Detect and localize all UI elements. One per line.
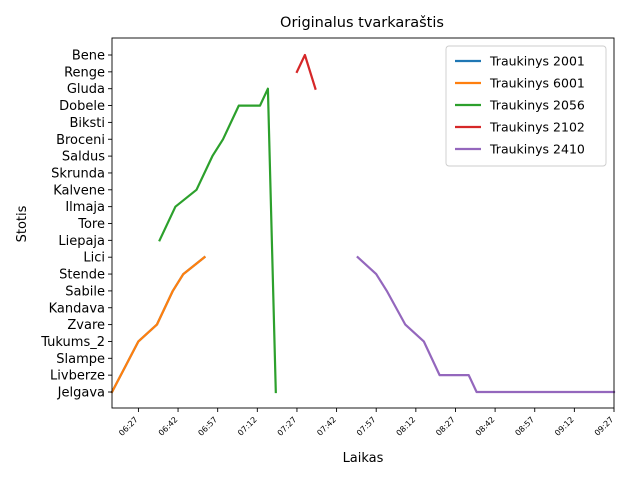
y-axis-title: Stotis [15, 205, 30, 242]
y-tick-label: Kandava [49, 301, 105, 316]
y-tick-label: Liepaja [58, 234, 105, 249]
y-tick-label: Tore [77, 217, 105, 232]
y-tick-label: Biksti [69, 116, 105, 131]
y-tick-label: Lici [83, 251, 105, 266]
y-tick-label: Gluda [67, 82, 105, 97]
y-tick-label: Slampe [56, 352, 105, 367]
legend-entry-2: Traukinys 2056 [489, 98, 585, 113]
y-tick-label: Zvare [67, 318, 105, 333]
chart-title: Originalus tvarkaraštis [280, 15, 444, 31]
series-line-4 [356, 255, 616, 394]
x-axis-title: Laikas [343, 451, 384, 466]
y-tick-label: Tukums_2 [40, 335, 105, 350]
y-tick-label: Dobele [59, 99, 105, 114]
legend-box [445, 45, 607, 167]
legend-entry-4: Traukinys 2410 [489, 142, 585, 157]
y-tick-label: Ilmaja [65, 200, 105, 215]
legend: Traukinys 2001 Traukinys 6001 Traukinys 20… [445, 45, 607, 167]
legend-entry-0: Traukinys 2001 [489, 54, 585, 69]
y-tick-label: Stende [59, 268, 105, 283]
y-tick-label: Livberze [50, 369, 105, 384]
y-tick-label: Kalvene [53, 183, 105, 198]
series-line-2 [158, 87, 277, 394]
y-tick-label: Bene [72, 49, 105, 64]
axes-frame [111, 37, 615, 409]
series-line-1 [110, 255, 207, 394]
y-tick-label: Saldus [62, 150, 105, 165]
legend-entry-3: Traukinys 2102 [489, 120, 585, 135]
y-tick-label: Broceni [56, 133, 105, 148]
y-tick-label: Renge [64, 65, 105, 80]
y-tick-label: Sabile [65, 284, 105, 299]
series-line-3 [295, 53, 317, 91]
y-tick-label: Skrunda [51, 166, 105, 181]
y-tick-label: Jelgava [57, 386, 105, 401]
plot-area [110, 37, 616, 409]
legend-entry-1: Traukinys 6001 [489, 76, 585, 91]
y-axis: Jelgava Livberze Slampe Tukums_2 Zvare Kandav… [40, 49, 112, 401]
